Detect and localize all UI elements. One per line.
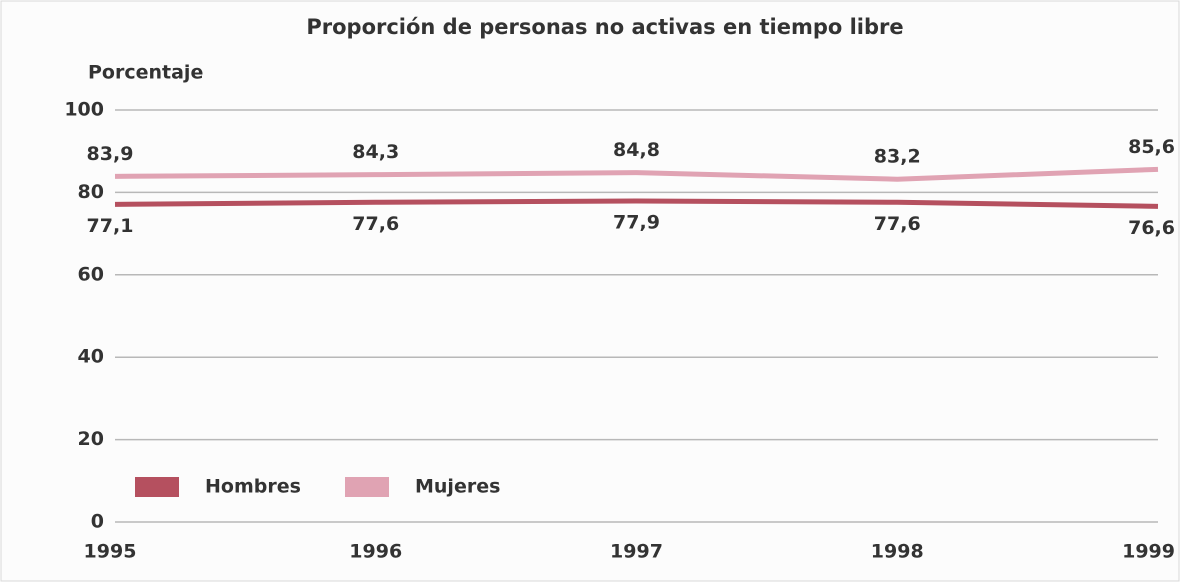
legend-swatch [345, 477, 389, 497]
x-tick-label: 1997 [610, 541, 663, 563]
y-tick-label: 60 [78, 263, 104, 285]
data-label: 84,8 [613, 139, 660, 161]
y-tick-label: 20 [78, 428, 104, 450]
y-tick-label: 80 [78, 181, 104, 203]
data-label: 85,6 [1128, 136, 1175, 158]
data-label: 77,9 [613, 212, 660, 234]
chart-title: Proporción de personas no activas en tie… [306, 15, 903, 39]
x-tick-label: 1995 [84, 541, 137, 563]
data-label: 77,1 [87, 215, 134, 237]
y-tick-label: 0 [91, 511, 104, 533]
y-axis-label: Porcentaje [88, 62, 203, 84]
data-label: 84,3 [352, 141, 399, 163]
line [114, 166, 1159, 182]
legend-label: Mujeres [415, 476, 500, 498]
x-tick-label: 1998 [871, 541, 924, 563]
data-label: 77,6 [874, 213, 921, 235]
legend-swatch [135, 477, 179, 497]
data-label: 83,9 [87, 143, 134, 165]
x-tick-label: 1996 [349, 541, 402, 563]
legend-label: Hombres [205, 476, 301, 498]
y-tick-label: 100 [64, 99, 104, 121]
y-tick-label: 40 [78, 346, 104, 368]
data-label: 77,6 [352, 213, 399, 235]
x-tick-label: 1999 [1122, 541, 1175, 563]
data-label: 76,6 [1128, 217, 1175, 239]
line [114, 198, 1159, 209]
data-label: 83,2 [874, 146, 921, 168]
